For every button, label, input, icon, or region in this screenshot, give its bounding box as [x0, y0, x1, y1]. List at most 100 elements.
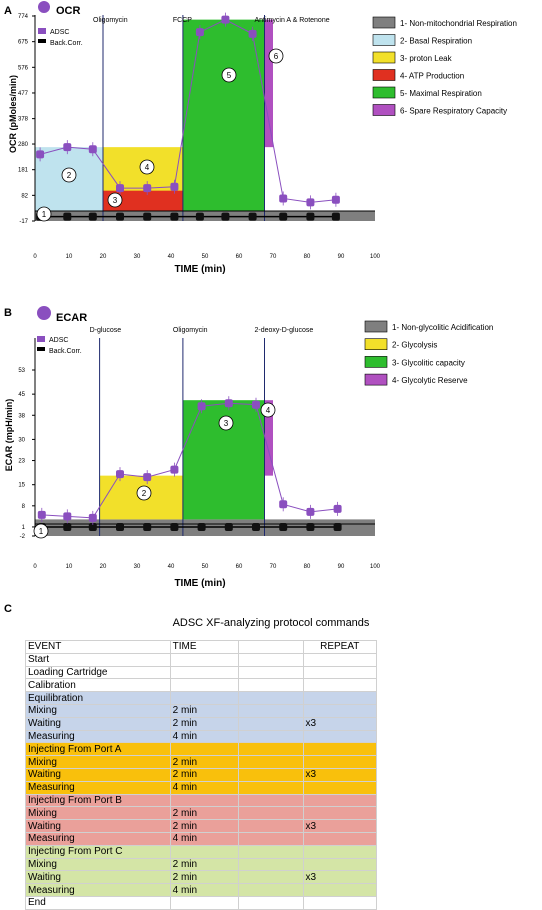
- inset-legend-swatch: [37, 347, 45, 351]
- protocol-event: End: [25, 895, 171, 910]
- region-badge: [139, 159, 155, 175]
- adsc-point: [221, 15, 230, 24]
- region-badge-label: 1: [39, 527, 44, 536]
- header-event: EVENT: [25, 640, 171, 654]
- injection-label: D-glucose: [90, 327, 122, 334]
- protocol-spacer: [237, 691, 304, 705]
- y-tick-label: 82: [21, 193, 28, 199]
- protocol-repeat: [302, 844, 377, 859]
- protocol-event: Start: [25, 652, 171, 667]
- protocol-event: Mixing: [25, 703, 171, 718]
- protocol-repeat: [302, 793, 377, 808]
- protocol-event: Calibration: [25, 678, 171, 693]
- inset-legend-label: ADSC: [50, 29, 69, 36]
- injection-label: Antimycin A & Rotenone: [255, 17, 330, 24]
- protocol-event: Mixing: [25, 806, 171, 821]
- region-badge: [33, 523, 49, 539]
- back-corr-point: [279, 522, 288, 531]
- protocol-spacer: [237, 857, 304, 872]
- back-corr-point: [331, 212, 340, 221]
- protocol-row: Injecting From Port B: [25, 793, 377, 808]
- back-corr-point: [221, 212, 230, 221]
- y-axis-label: ECAR (mpH/min): [4, 399, 14, 472]
- adsc-point: [331, 195, 340, 204]
- adsc-point: [37, 510, 46, 519]
- x-tick-label: 100: [370, 254, 381, 260]
- protocol-time: 2 min: [169, 755, 239, 769]
- inset-legend-label: ADSC: [49, 337, 68, 344]
- protocol-row: Start: [25, 652, 377, 667]
- back-corr-point: [306, 522, 315, 531]
- injection-label: Oligomycin: [93, 17, 128, 24]
- protocol-event: Measuring: [25, 780, 171, 795]
- back-corr-point: [143, 212, 152, 221]
- adsc-point: [306, 198, 315, 207]
- adsc-point: [333, 504, 342, 513]
- inset-legend-label: Back.Corr.: [50, 40, 83, 47]
- protocol-row: Mixing 2 min: [25, 755, 377, 769]
- y-tick-label: 774: [18, 14, 29, 20]
- protocol-spacer: [237, 665, 304, 680]
- legend-label: 2- Glycolysis: [392, 341, 437, 350]
- adsc-point: [88, 145, 97, 154]
- region-4: [264, 400, 273, 476]
- back-corr-point: [63, 522, 72, 531]
- legend-label: 5- Maximal Respiration: [400, 89, 482, 98]
- region-badge-label: 3: [113, 196, 118, 205]
- x-tick-label: 100: [370, 564, 381, 570]
- adsc-point: [224, 399, 233, 408]
- injection-label: 2-deoxy-D-glucose: [255, 327, 314, 334]
- protocol-repeat: [302, 742, 377, 757]
- legend-swatch: [372, 51, 396, 64]
- protocol-row: Loading Cartridge: [25, 665, 377, 680]
- y-tick-label: 53: [18, 368, 25, 374]
- back-corr-point: [88, 212, 97, 221]
- x-tick-label: 70: [270, 564, 277, 570]
- y-tick-label: 378: [18, 117, 29, 123]
- back-corr-point: [195, 212, 204, 221]
- y-axis-label: OCR (pMoles/min): [8, 75, 18, 153]
- ocr-chart: OCR Oligomycin FCCP Antimycin A & Rotenone 7…: [8, 1, 517, 275]
- protocol-event: Measuring: [25, 831, 171, 846]
- adsc-point: [143, 184, 152, 193]
- x-tick-label: 10: [66, 564, 73, 570]
- protocol-repeat: [302, 857, 377, 872]
- protocol-time: 4 min: [169, 831, 239, 846]
- x-tick-label: 80: [304, 564, 311, 570]
- protocol-event: Equilibration: [25, 691, 171, 705]
- protocol-table: EVENT TIME REPEAT Start Loading Cartridge…: [25, 640, 377, 910]
- x-tick-label: 20: [100, 254, 107, 260]
- panel-letter-b: B: [4, 307, 12, 319]
- adsc-point: [170, 465, 179, 474]
- region-badge-label: 2: [67, 171, 72, 180]
- y-tick-label: 30: [18, 437, 25, 443]
- protocol-repeat: [302, 831, 377, 846]
- protocol-row: Mixing 2 min: [25, 703, 377, 718]
- protocol-spacer: [237, 895, 304, 910]
- legend-label: 3- Glycolitic capacity: [392, 358, 465, 367]
- y-tick-label: 477: [18, 91, 29, 97]
- protocol-row: Waiting 2 min x3: [25, 767, 377, 782]
- back-corr-point: [279, 212, 288, 221]
- adsc-point: [63, 512, 72, 521]
- protocol-repeat: [302, 678, 377, 693]
- protocol-spacer: [237, 742, 304, 757]
- protocol-row: Calibration: [25, 678, 377, 693]
- adsc-point: [170, 182, 179, 191]
- protocol-time: [169, 665, 239, 680]
- protocol-repeat: [302, 883, 377, 897]
- protocol-event: Waiting: [25, 767, 171, 782]
- protocol-time: 2 min: [169, 767, 239, 782]
- protocol-row: Injecting From Port C: [25, 844, 377, 859]
- x-tick-label: 90: [338, 564, 345, 570]
- protocol-time: 4 min: [169, 729, 239, 744]
- chart-title: ECAR: [56, 312, 87, 324]
- x-tick-label: 40: [168, 564, 175, 570]
- back-corr-point: [197, 522, 206, 531]
- protocol-event: Waiting: [25, 870, 171, 885]
- protocol-event: Injecting From Port A: [25, 742, 171, 757]
- protocol-event: Waiting: [25, 819, 171, 833]
- protocol-spacer: [237, 793, 304, 808]
- inset-legend-swatch: [38, 39, 46, 43]
- series-adsc-line: [41, 402, 338, 519]
